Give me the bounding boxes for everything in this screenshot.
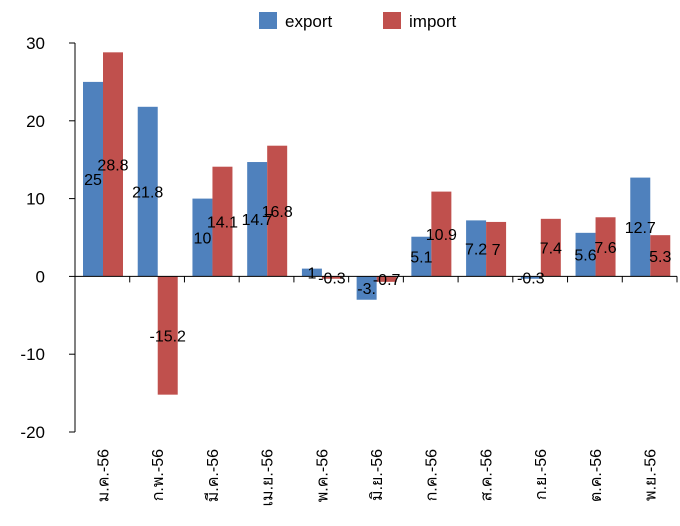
legend-swatch-export [259, 12, 277, 29]
bar-import [212, 166, 233, 277]
y-tick-label: 20 [26, 112, 45, 131]
data-label-import: 14.1 [207, 215, 238, 232]
data-label-export: -3. [357, 281, 376, 298]
data-label-export: 21.8 [132, 185, 163, 202]
data-label-import: 5.3 [649, 249, 671, 266]
y-tick-label: 0 [36, 267, 45, 286]
data-label-export: 12.7 [625, 220, 656, 237]
y-tick-label: 30 [26, 34, 45, 53]
data-label-import: 28.8 [97, 157, 128, 174]
bar-export [137, 106, 158, 277]
bar-export [356, 276, 377, 300]
y-tick-label: 10 [26, 190, 45, 209]
data-label-export: 1 [307, 266, 316, 283]
bar-import [267, 145, 288, 277]
bar-import [486, 221, 507, 277]
data-label-import: -15.2 [149, 329, 186, 346]
bar-import [540, 218, 561, 277]
bar-import [376, 276, 397, 282]
x-tick-label: ก.ค.-56 [424, 449, 441, 502]
bar-export [520, 276, 541, 279]
x-tick-label: พ.ย.-56 [643, 449, 660, 501]
bar-export [630, 177, 651, 277]
bar-export [575, 232, 596, 277]
data-label-export: 25 [84, 172, 102, 189]
bar-import [650, 235, 671, 277]
legend: export import [259, 12, 457, 31]
x-tick-label: ม.ค.-56 [95, 449, 112, 502]
bar-export [466, 220, 487, 277]
bar-import [321, 276, 342, 279]
bar-import [103, 52, 123, 277]
x-tick-label: ก.พ.-56 [150, 449, 167, 501]
data-label-export: 5.1 [410, 250, 432, 267]
x-tick-label: ส.ค.-56 [478, 449, 495, 502]
data-label-export: 10 [194, 231, 212, 248]
legend-swatch-import [383, 12, 401, 29]
x-tick-label: ต.ค.-56 [588, 449, 605, 502]
x-axis: ม.ค.-56 ก.พ.-56 มี.ค.-56 เม.ย.-56 พ.ค.-56 มิ.… [74, 275, 678, 507]
bar-import [431, 191, 452, 277]
x-tick-label: มิ.ย.-56 [369, 449, 386, 501]
data-label-import: -0.3 [318, 271, 346, 288]
bar-export [411, 236, 432, 277]
data-label-export: 14.7 [242, 212, 273, 229]
y-axis: 30 20 10 0 -10 -20 [20, 34, 76, 442]
bar-export [247, 162, 268, 277]
bar-export [192, 198, 213, 277]
legend-label-import: import [409, 12, 457, 31]
bar-export [301, 268, 322, 277]
x-tick-label: มี.ค.-56 [204, 449, 222, 502]
data-label-import: 16.8 [262, 204, 293, 221]
bars [83, 52, 671, 395]
x-tick-label: ก.ย.-56 [533, 449, 550, 500]
data-label-import: 7.6 [594, 240, 616, 257]
data-label-import: 10.9 [426, 227, 457, 244]
y-tick-label: -10 [20, 345, 45, 364]
data-label-import: -0.7 [373, 272, 401, 289]
data-label-import: 7.4 [540, 241, 562, 258]
data-label-export: 5.6 [574, 248, 596, 265]
bar-import [157, 276, 178, 395]
x-tick-label: เม.ย.-56 [260, 449, 277, 507]
data-labels: 25 21.8 10 14.7 1 -3. 5.1 7.2 -0.3 5.6 12.7 28.8 -15… [84, 157, 671, 345]
data-label-import: 7 [492, 242, 501, 259]
bar-export [83, 81, 103, 277]
x-tick-label: พ.ค.-56 [314, 449, 331, 502]
bar-import [595, 217, 616, 277]
y-tick-label: -20 [20, 423, 45, 442]
legend-label-export: export [285, 12, 333, 31]
data-label-export: -0.3 [517, 271, 545, 288]
data-label-export: 7.2 [465, 241, 487, 258]
